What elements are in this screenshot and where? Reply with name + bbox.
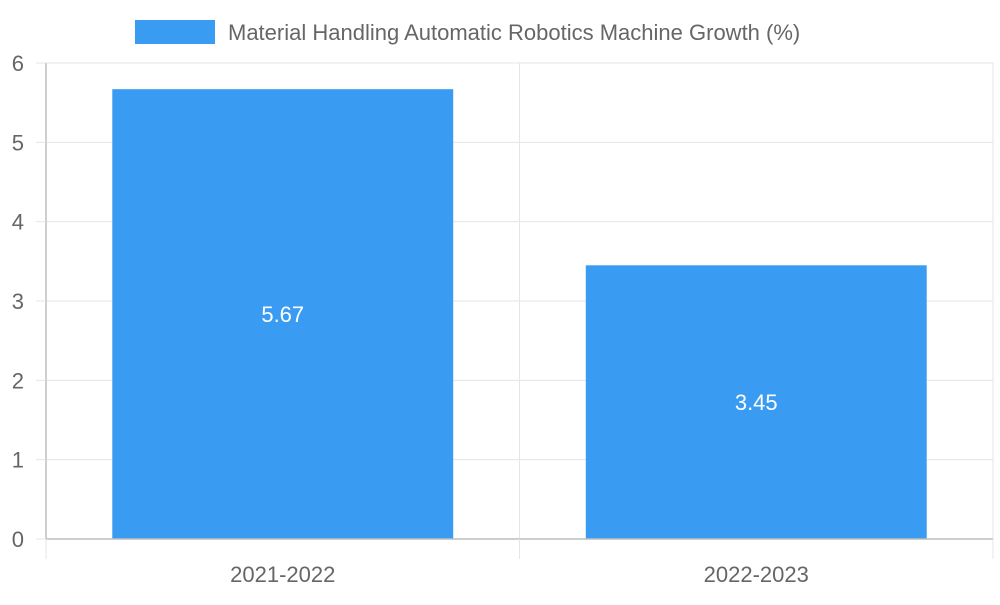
data-label: 3.45 — [735, 390, 778, 415]
data-label: 5.67 — [261, 302, 304, 327]
x-tick-label: 2021-2022 — [230, 562, 335, 587]
data-labels: 5.67 3.45 — [261, 302, 777, 415]
y-tick-label: 4 — [12, 210, 24, 235]
y-tick-label: 6 — [12, 51, 24, 76]
y-tick-label: 3 — [12, 289, 24, 314]
legend: Material Handling Automatic Robotics Mac… — [135, 20, 800, 45]
y-axis-ticks: 0 1 2 3 4 5 6 — [12, 51, 46, 552]
legend-swatch — [135, 20, 215, 44]
bar-2022-2023[interactable] — [585, 265, 927, 539]
y-tick-label: 1 — [12, 448, 24, 473]
y-tick-label: 5 — [12, 130, 24, 155]
x-tick-label: 2022-2023 — [704, 562, 809, 587]
legend-label: Material Handling Automatic Robotics Mac… — [228, 20, 800, 45]
bars — [112, 89, 927, 540]
bar-2021-2022[interactable] — [112, 89, 454, 540]
y-tick-label: 2 — [12, 368, 24, 393]
y-tick-label: 0 — [12, 527, 24, 552]
x-axis-ticks: 2021-2022 2022-2023 — [45, 539, 994, 587]
